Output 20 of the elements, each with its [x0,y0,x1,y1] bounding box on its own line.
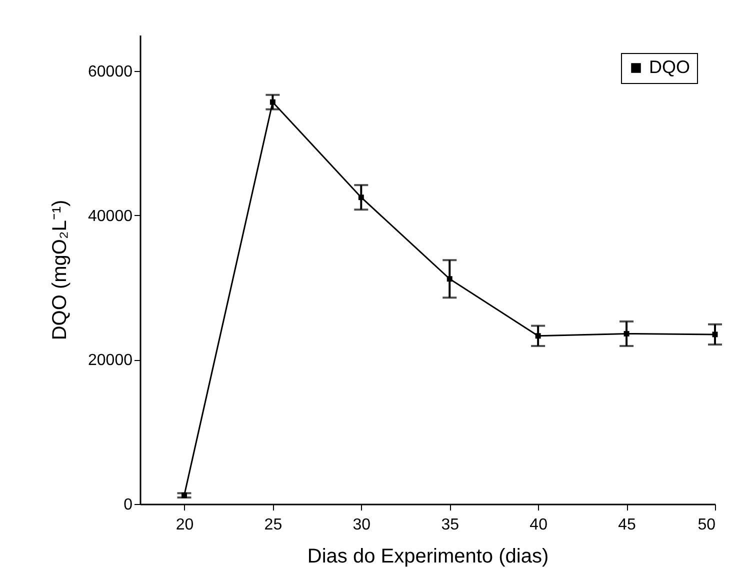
x-axis-title: Dias do Experimento (dias) [307,546,549,568]
y-tick-label: 0 [124,496,133,514]
x-tick-label: 20 [176,516,194,534]
x-tick-label: 25 [264,516,282,534]
point [535,333,541,339]
x-tick-label: 50 [698,516,716,534]
point [270,99,276,105]
point [712,332,718,338]
x-tick-label: 40 [530,516,548,534]
point [446,276,452,282]
x-tick-label: 45 [618,516,636,534]
y-axis-title: DQO (mgO₂L⁻¹) [49,200,72,340]
x-tick-label: 30 [352,516,371,534]
legend-label: DQO [649,57,690,77]
y-tick-label: 60000 [88,64,133,81]
point [358,194,364,200]
x-tick-label: 35 [441,516,460,534]
point [624,330,630,336]
y-tick-label: 20000 [88,352,133,370]
y-tick-label: 40000 [88,208,133,225]
